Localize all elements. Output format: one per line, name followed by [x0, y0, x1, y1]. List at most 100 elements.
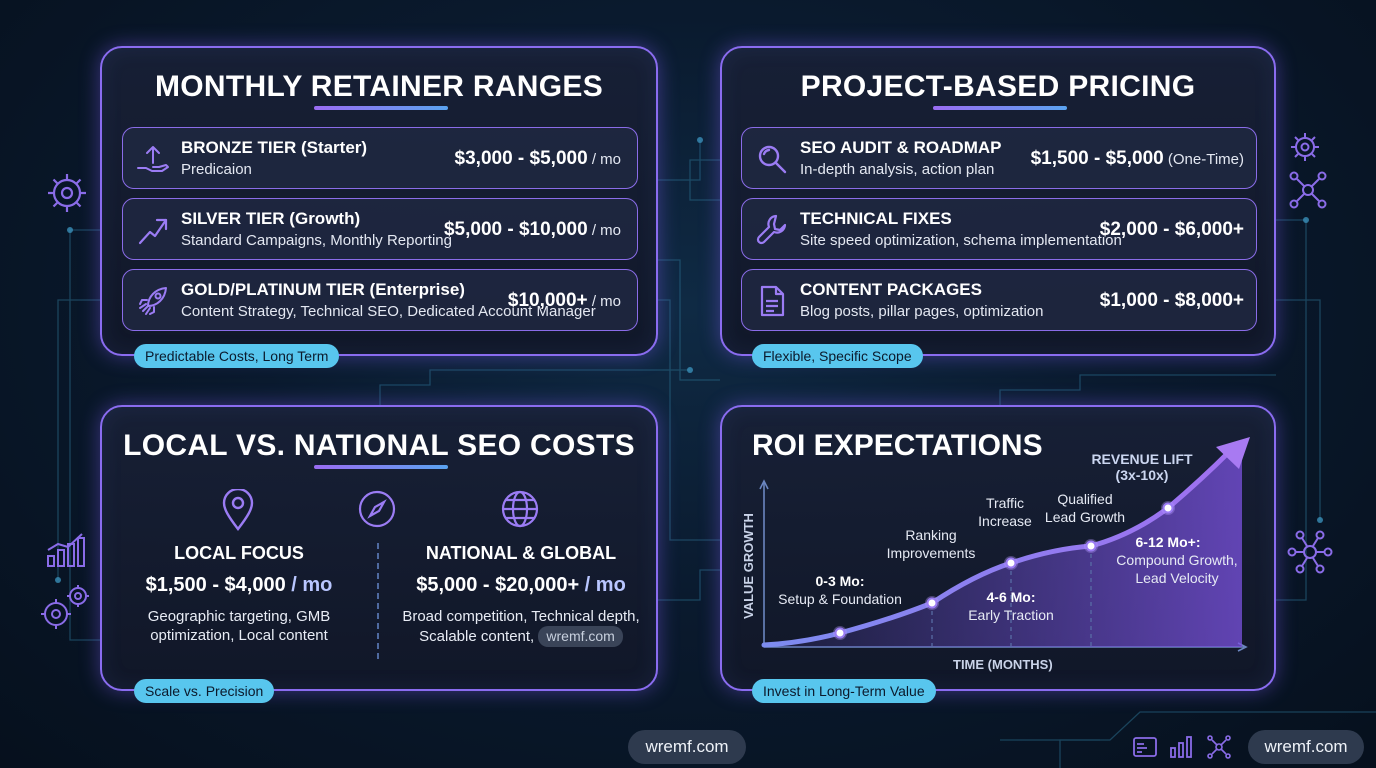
footer-center-label: wremf.com — [628, 730, 746, 764]
point-label: Setup & Foundation — [778, 591, 902, 607]
point-label: Increase — [978, 513, 1032, 529]
tier-desc: Predicaion — [181, 161, 252, 178]
data-point — [1005, 557, 1017, 569]
network-hub-icon — [1287, 530, 1333, 574]
national-price-value: $5,000 - $20,000+ — [416, 574, 580, 596]
point-label: 4-6 Mo: — [987, 589, 1036, 605]
y-axis-label: VALUE GROWTH — [741, 513, 756, 619]
wrench-icon — [756, 214, 787, 245]
tier-price: $3,000 - $5,000 / mo — [455, 148, 621, 170]
project-price-value: $1,000 - $8,000+ — [1099, 290, 1244, 311]
tier-price-unit: / mo — [587, 293, 621, 310]
point-label: Improvements — [887, 545, 976, 561]
project-name: SEO AUDIT & ROADMAP — [800, 138, 1002, 157]
x-axis-label: TIME (MONTHS) — [953, 657, 1053, 672]
local-price-unit: / mo — [285, 574, 333, 596]
project-row-technical: TECHNICAL FIXES Site speed optimization,… — [741, 198, 1257, 260]
local-desc-line1: Geographic targeting, GMB — [147, 608, 331, 625]
bar-chart-icon — [47, 533, 85, 567]
point-label: Early Traction — [968, 607, 1054, 623]
local-column: LOCAL FOCUS $1,500 - $4,000 / mo Geograp… — [114, 543, 364, 645]
project-price: $1,000 - $8,000+ — [1100, 290, 1244, 312]
tier-price-unit: / mo — [587, 151, 621, 168]
tier-price-value: $5,000 - $10,000 — [443, 219, 588, 240]
roi-area — [764, 451, 1242, 647]
peak-label: (3x-10x) — [1116, 467, 1169, 483]
gear-wrench-icon — [48, 174, 86, 212]
local-national-tag: Scale vs. Precision — [134, 679, 275, 703]
local-price: $1,500 - $4,000 / mo — [114, 574, 364, 597]
local-title: LOCAL FOCUS — [174, 543, 304, 563]
roi-panel: ROI EXPECTATIONS TIME (MONTHS) VALUE GROW… — [720, 405, 1276, 691]
tier-price: $10,000+ / mo — [508, 290, 621, 312]
tier-row-bronze: BRONZE TIER (Starter) Predicaion $3,000 … — [122, 127, 638, 189]
project-price-value: $2,000 - $6,000+ — [1099, 219, 1244, 240]
local-national-panel: LOCAL VS. NATIONAL SEO COSTS LOCAL FOCUS… — [100, 405, 658, 691]
panel-title: MONTHLY RETAINER RANGES — [154, 70, 604, 103]
retainer-tag: Predictable Costs, Long Term — [134, 344, 340, 368]
point-label: 0-3 Mo: — [816, 573, 865, 589]
title-underline — [314, 465, 448, 469]
rocket-icon — [139, 287, 167, 315]
tier-price-value: $10,000+ — [507, 290, 588, 311]
tier-desc: Standard Campaigns, Monthly Reporting — [181, 232, 452, 249]
local-desc-line2: optimization, Local content — [150, 627, 328, 644]
document-icon — [760, 285, 785, 317]
project-price: $2,000 - $6,000+ — [1100, 219, 1244, 241]
panel-title: ROI EXPECTATIONS — [752, 429, 1043, 462]
dashboard-icon — [1133, 737, 1157, 757]
circuit-node-icon — [1207, 735, 1231, 759]
national-column: NATIONAL & GLOBAL $5,000 - $20,000+ / mo… — [386, 543, 656, 647]
point-label: Lead Growth — [1045, 509, 1125, 525]
national-desc-line1: Broad competition, Technical depth, — [402, 608, 640, 625]
data-point — [834, 627, 846, 639]
data-point — [926, 597, 938, 609]
magnifier-icon — [758, 145, 787, 174]
peak-label: REVENUE LIFT — [1091, 451, 1193, 467]
gears-icon — [41, 585, 89, 629]
national-price-unit: / mo — [579, 574, 626, 596]
point-label: Ranking — [905, 527, 956, 543]
national-desc-line2: Scalable content, wremf.com — [386, 626, 656, 647]
point-label: Compound Growth, — [1116, 552, 1237, 568]
project-price: $1,500 - $5,000 (One-Time) — [1031, 148, 1244, 170]
project-panel: PROJECT-BASED PRICING SEO AUDIT & ROADMA… — [720, 46, 1276, 356]
roi-chart: TIME (MONTHS) VALUE GROWTH 0-3 Mo: Setup & … — [741, 437, 1250, 672]
title-underline — [314, 106, 448, 110]
national-desc-text: Scalable content, — [419, 628, 535, 645]
point-label: Traffic — [986, 495, 1024, 511]
tier-name: BRONZE TIER (Starter) — [181, 138, 368, 157]
globe-icon — [501, 490, 539, 528]
watermark-pill: wremf.com — [538, 626, 623, 647]
tier-name: GOLD/PLATINUM TIER (Enterprise) — [181, 280, 465, 299]
trend-arrow-icon — [138, 218, 168, 245]
tier-name: SILVER TIER (Growth) — [181, 209, 361, 228]
project-name: CONTENT PACKAGES — [800, 280, 982, 299]
network-icon — [1289, 171, 1327, 209]
project-price-value: $1,500 - $5,000 — [1030, 148, 1164, 169]
tier-desc: Content Strategy, Technical SEO, Dedicat… — [181, 303, 596, 320]
tier-price: $5,000 - $10,000 / mo — [444, 219, 621, 241]
panel-title: LOCAL VS. NATIONAL SEO COSTS — [123, 429, 635, 462]
column-divider — [377, 543, 379, 659]
point-label: 6-12 Mo+: — [1136, 534, 1201, 550]
y-axis-arrow — [759, 479, 769, 490]
tier-price-unit: / mo — [587, 222, 621, 239]
national-title: NATIONAL & GLOBAL — [425, 543, 617, 563]
data-point — [1085, 540, 1097, 552]
project-price-unit: (One-Time) — [1163, 151, 1244, 168]
tier-price-value: $3,000 - $5,000 — [454, 148, 588, 169]
project-row-audit: SEO AUDIT & ROADMAP In-depth analysis, a… — [741, 127, 1257, 189]
gear-icon — [1291, 133, 1319, 161]
retainer-panel: MONTHLY RETAINER RANGES BRONZE TIER (Sta… — [100, 46, 658, 356]
project-row-content: CONTENT PACKAGES Blog posts, pillar page… — [741, 269, 1257, 331]
project-name: TECHNICAL FIXES — [800, 209, 952, 228]
project-tag: Flexible, Specific Scope — [752, 344, 923, 368]
hand-arrow-up-icon — [137, 146, 169, 172]
compass-icon — [358, 490, 396, 528]
tier-row-silver: SILVER TIER (Growth) Standard Campaigns,… — [122, 198, 638, 260]
panel-title: PROJECT-BASED PRICING — [800, 70, 1196, 103]
point-label: Qualified — [1057, 491, 1112, 507]
national-price: $5,000 - $20,000+ / mo — [386, 574, 656, 597]
